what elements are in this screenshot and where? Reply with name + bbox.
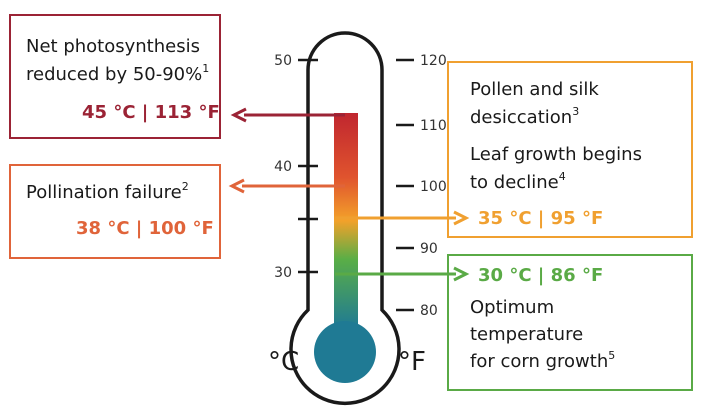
callout: Pollen and silk desiccation3 Leaf growth… xyxy=(335,61,693,238)
callout-text: to decline4 xyxy=(470,170,566,193)
fahrenheit-tick-label: 120 xyxy=(420,53,447,69)
callout-box xyxy=(9,14,221,139)
superscript: 1 xyxy=(202,62,209,75)
celsius-tick-label: 30 xyxy=(274,265,292,281)
fahrenheit-unit: °F xyxy=(398,347,426,377)
callout-value: 30 °C | 86 °F xyxy=(478,265,603,286)
fahrenheit-tick-label: 100 xyxy=(420,179,447,195)
celsius-unit: °C xyxy=(268,347,299,377)
callout-value: 45 °C | 113 °F xyxy=(82,102,220,123)
callout: Net photosynthesis reduced by 50-90%1 45… xyxy=(9,14,345,139)
superscript: 2 xyxy=(182,180,189,193)
arrow-head xyxy=(453,266,470,282)
thermometer-column xyxy=(334,113,358,328)
thermometer-bulb xyxy=(314,321,376,383)
text-line: reduced by 50-90% xyxy=(26,64,202,85)
superscript: 5 xyxy=(608,349,615,362)
text-line: Pollination failure xyxy=(26,182,182,203)
tick-marks xyxy=(298,58,414,312)
superscript: 4 xyxy=(559,170,566,183)
fahrenheit-tick-label: 90 xyxy=(420,241,438,257)
callout-text: reduced by 50-90%1 xyxy=(26,62,209,85)
callout-text: Pollination failure2 xyxy=(26,180,189,203)
text-line: desiccation xyxy=(470,107,572,128)
callout-text: Optimum xyxy=(470,297,554,318)
superscript: 3 xyxy=(572,105,579,118)
callout-text: Pollen and silk xyxy=(470,79,599,100)
callout-text: Leaf growth begins xyxy=(470,144,642,165)
text-line: to decline xyxy=(470,172,559,193)
callout-text: temperature xyxy=(470,324,583,345)
callout-text: Net photosynthesis xyxy=(26,36,200,57)
callout-box xyxy=(9,164,221,259)
callout: 30 °C | 86 °F Optimum temperature for co… xyxy=(335,254,693,391)
callout-text: for corn growth5 xyxy=(470,349,615,372)
arrow-head xyxy=(453,210,470,226)
arrow-head xyxy=(230,107,247,123)
callout-box xyxy=(447,254,693,391)
text-line: for corn growth xyxy=(470,351,608,372)
arrow-head xyxy=(228,178,245,194)
callout-box xyxy=(447,61,693,238)
callout-value: 35 °C | 95 °F xyxy=(478,208,603,229)
celsius-tick-label: 40 xyxy=(274,159,292,175)
callout-value: 38 °C | 100 °F xyxy=(76,218,214,239)
fahrenheit-tick-label: 80 xyxy=(420,303,438,319)
celsius-tick-label: 50 xyxy=(274,53,292,69)
callout-text: desiccation3 xyxy=(470,105,579,128)
callout: Pollination failure2 38 °C | 100 °F xyxy=(9,164,345,259)
fahrenheit-tick-label: 110 xyxy=(420,118,447,134)
